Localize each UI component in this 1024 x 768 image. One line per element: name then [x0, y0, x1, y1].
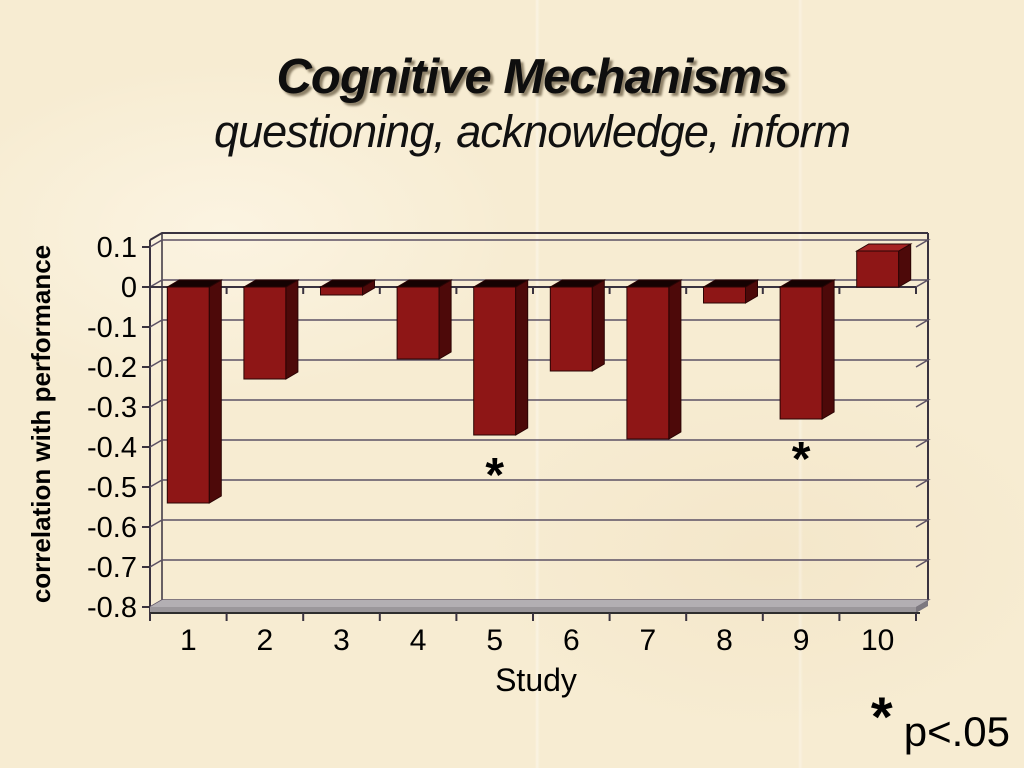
- y-tick-label: -0.4: [87, 432, 137, 464]
- bar-top-face: [471, 279, 530, 288]
- bar-study-6: [548, 279, 607, 372]
- bar-study-9: [778, 279, 836, 420]
- x-tick-label: 1: [180, 624, 197, 657]
- chart-floor-side: [916, 600, 928, 613]
- y-tick-label: -0.1: [87, 312, 137, 344]
- y-gridline: [149, 359, 931, 368]
- bar-top-face: [778, 279, 836, 288]
- bar-front-face: [320, 286, 363, 296]
- bar-front-face: [473, 286, 517, 436]
- slide-subtitle: questioning, acknowledge, inform: [214, 105, 851, 157]
- y-gridline: [149, 279, 931, 288]
- bar-top-face: [318, 279, 377, 288]
- y-gridline: [149, 239, 931, 248]
- y-gridline: [149, 319, 931, 328]
- bar-study-3: [318, 279, 377, 296]
- bar-front-face: [779, 286, 823, 420]
- bar-study-7: [625, 279, 683, 440]
- x-tick-label: 5: [486, 624, 503, 657]
- y-gridline: [149, 479, 931, 488]
- y-tick-label: -0.8: [87, 592, 137, 624]
- footnote-text: p<.05: [903, 708, 1010, 755]
- bar-top-face: [854, 243, 913, 252]
- bar-front-face: [243, 286, 287, 380]
- bar-side-face: [285, 279, 299, 380]
- bar-top-face: [165, 279, 224, 288]
- y-tick-label: -0.2: [87, 352, 137, 384]
- x-tick-label: 10: [861, 624, 894, 657]
- slide-title: Cognitive Mechanisms: [276, 50, 789, 104]
- y-tick-label: -0.7: [87, 552, 137, 584]
- x-tick-label: 4: [410, 624, 427, 657]
- bar-study-2: [242, 279, 300, 380]
- y-tick-label: 0.1: [97, 232, 137, 264]
- y-gridline: [149, 439, 931, 448]
- bar-front-face: [549, 286, 593, 372]
- bar-side-face: [668, 279, 682, 440]
- y-gridline: [149, 399, 931, 408]
- chart-floor-top: [150, 600, 928, 607]
- x-tick-label: 6: [563, 624, 580, 657]
- y-tick-label: 0: [121, 272, 137, 304]
- bar-side-face: [591, 279, 605, 372]
- chart-frame-top: [149, 232, 928, 241]
- significance-asterisk: *: [792, 433, 811, 486]
- bar-top-face: [548, 279, 607, 288]
- bar-study-5: [471, 279, 530, 436]
- x-tick-label: 8: [716, 624, 733, 657]
- y-axis-title: correlation with performance: [26, 245, 56, 603]
- bar-study-1: [165, 279, 224, 504]
- significance-footnote: * p<.05: [870, 685, 1010, 755]
- chart-floor-front: [150, 607, 916, 613]
- bar-front-face: [626, 286, 670, 440]
- x-tick-label: 2: [257, 624, 274, 657]
- y-tick-label: -0.3: [87, 392, 137, 424]
- bar-side-face: [208, 279, 222, 504]
- bar-front-face: [856, 250, 900, 288]
- x-tick-label: 7: [640, 624, 657, 657]
- x-tick-label: 9: [793, 624, 810, 657]
- slide-header: Cognitive Mechanisms questioning, acknow…: [40, 50, 1024, 160]
- footnote-asterisk: *: [870, 685, 893, 748]
- y-tick-label: -0.5: [87, 472, 137, 504]
- bar-top-face: [625, 279, 683, 288]
- bar-study-10: [854, 243, 913, 288]
- x-axis-title: Study: [495, 662, 577, 698]
- bar-front-face: [396, 286, 440, 360]
- bar-side-face: [821, 279, 835, 420]
- y-gridline: [149, 559, 931, 568]
- bar-top-face: [701, 279, 760, 288]
- bar-study-8: [701, 279, 760, 304]
- bar-study-4: [395, 279, 453, 360]
- bar-front-face: [703, 286, 746, 304]
- significance-asterisk: *: [485, 449, 504, 502]
- bar-top-face: [395, 279, 453, 288]
- y-gridline: [149, 519, 931, 528]
- x-tick-label: 3: [333, 624, 350, 657]
- bar-side-face: [515, 279, 529, 436]
- bar-front-face: [166, 286, 210, 504]
- bar-side-face: [438, 279, 452, 360]
- y-tick-label: -0.6: [87, 512, 137, 544]
- bar-top-face: [242, 279, 300, 288]
